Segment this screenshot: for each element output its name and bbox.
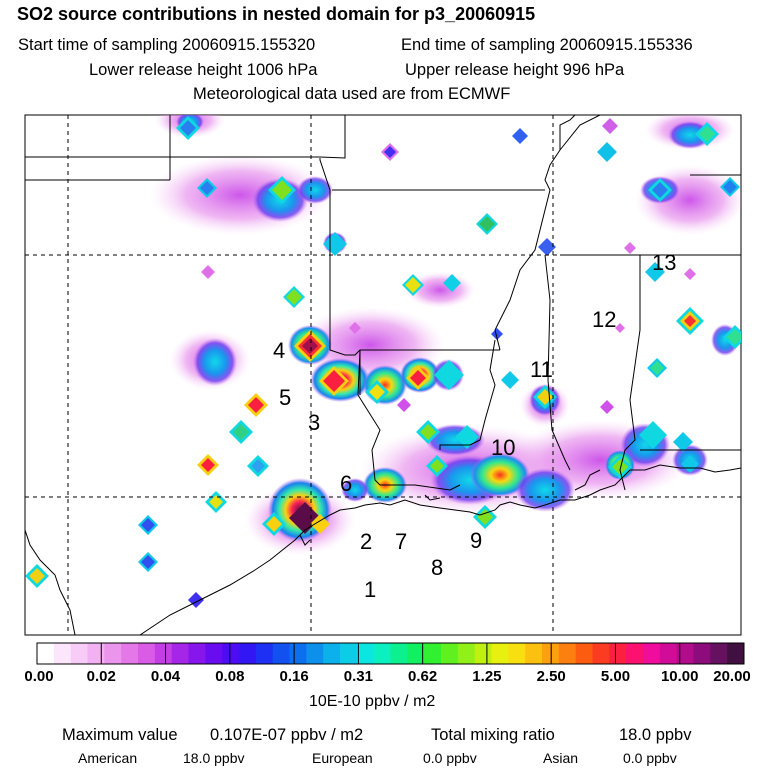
max-value-label: Maximum value xyxy=(62,726,178,744)
colorbar-swatch xyxy=(340,643,358,664)
source-label-6: 6 xyxy=(340,471,352,496)
source-label-7: 7 xyxy=(395,529,407,554)
colorbar-tick-label: 0.08 xyxy=(215,668,245,685)
colorbar-tick-label: 0.62 xyxy=(408,668,438,685)
source-labels: 1 2 3 4 5 6 7 8 9 10 11 12 13 xyxy=(273,250,676,602)
colorbar-swatch xyxy=(53,643,72,664)
colorbar-swatch xyxy=(710,643,728,664)
colorbar-swatch xyxy=(727,643,745,664)
colorbar-swatch xyxy=(676,643,694,664)
colorbar-tick-label: 0.02 xyxy=(86,668,116,685)
colorbar-swatch xyxy=(255,643,274,664)
start-time-text: Start time of sampling 20060915.155320 xyxy=(18,36,316,54)
colorbar-tick-label: 0.16 xyxy=(279,668,309,685)
colorbar-swatch xyxy=(575,643,593,664)
colorbar-swatch xyxy=(609,643,627,664)
colorbar-swatch xyxy=(441,643,459,664)
colorbar-swatch xyxy=(289,643,307,664)
american-label: American xyxy=(78,750,138,766)
colorbar-swatch xyxy=(70,643,88,664)
colorbar-swatch xyxy=(474,643,492,664)
colorbar-swatch xyxy=(626,643,644,664)
colorbar-swatch xyxy=(373,643,391,664)
colorbar-swatch xyxy=(104,643,122,664)
colorbar-swatch xyxy=(407,643,425,664)
colorbar-swatch xyxy=(188,643,206,664)
source-label-12: 12 xyxy=(592,307,616,332)
map-title: SO2 source contributions in nested domai… xyxy=(17,4,536,24)
source-label-10: 10 xyxy=(491,435,515,460)
point-sources xyxy=(25,116,741,608)
source-label-5: 5 xyxy=(279,385,291,410)
colorbar-swatch xyxy=(138,643,156,664)
colorbar-swatch xyxy=(457,643,476,664)
colorbar-swatch xyxy=(121,643,139,664)
total-mixing-value: 18.0 ppbv xyxy=(619,726,692,744)
colorbar-swatch xyxy=(508,643,526,664)
max-value: 0.107E-07 ppbv / m2 xyxy=(210,726,364,744)
colorbar-tick-label: 20.00 xyxy=(713,668,751,685)
met-data-text: Meteorological data used are from ECMWF xyxy=(193,85,511,103)
asian-value: 0.0 ppbv xyxy=(623,750,677,766)
end-time-text: End time of sampling 20060915.155336 xyxy=(401,36,693,54)
colorbar-swatch xyxy=(171,643,189,664)
source-label-4: 4 xyxy=(273,338,285,363)
colorbar-swatch xyxy=(592,643,610,664)
colorbar-swatch xyxy=(390,643,408,664)
american-value: 18.0 ppbv xyxy=(183,750,245,766)
colorbar-tick-label: 2.50 xyxy=(536,668,566,685)
colorbar-swatch xyxy=(87,643,105,664)
colorbar-tick-label: 0.31 xyxy=(343,668,373,685)
colorbar-outline xyxy=(36,642,745,665)
colorbar-swatch xyxy=(643,643,661,664)
source-label-2: 2 xyxy=(360,529,372,554)
asian-label: Asian xyxy=(543,750,579,766)
source-label-13: 13 xyxy=(652,250,676,275)
colorbar-swatch xyxy=(37,643,55,664)
source-label-9: 9 xyxy=(470,528,482,553)
total-mixing-label: Total mixing ratio xyxy=(431,726,555,744)
colorbar-swatch xyxy=(525,643,543,664)
colorbar-swatch xyxy=(222,643,240,664)
source-label-11: 11 xyxy=(530,357,553,382)
european-value: 0.0 ppbv xyxy=(423,750,477,766)
colorbar-swatch xyxy=(659,643,678,664)
upper-release-text: Upper release height 996 hPa xyxy=(405,61,625,79)
source-label-3: 3 xyxy=(308,410,320,435)
colorbar-swatch xyxy=(693,643,711,664)
colorbar-tick-label: 1.25 xyxy=(472,668,502,685)
colorbar-swatch xyxy=(205,643,223,664)
colorbar-unit: 10E-10 ppbv / m2 xyxy=(309,693,436,710)
colorbar-tick-label: 5.00 xyxy=(600,668,631,685)
coastline xyxy=(25,464,741,635)
european-label: European xyxy=(312,750,373,766)
latlon-grid xyxy=(25,115,741,635)
colorbar xyxy=(36,642,745,665)
colorbar-swatch xyxy=(558,643,577,664)
colorbar-tick-label: 0.00 xyxy=(24,668,54,685)
colorbar-swatch xyxy=(491,643,509,664)
colorbar-swatch xyxy=(272,643,290,664)
colorbar-tick-label: 0.04 xyxy=(150,668,181,685)
colorbar-swatch xyxy=(306,643,324,664)
colorbar-swatch xyxy=(239,643,257,664)
colorbar-swatch xyxy=(323,643,341,664)
source-label-8: 8 xyxy=(431,555,443,580)
colorbar-swatch xyxy=(154,643,173,664)
colorbar-tick-label: 10.00 xyxy=(660,668,699,685)
colorbar-swatch xyxy=(542,643,560,664)
lower-release-text: Lower release height 1006 hPa xyxy=(89,61,318,79)
source-label-1: 1 xyxy=(364,577,376,602)
colorbar-swatch xyxy=(424,643,442,664)
colorbar-swatch xyxy=(356,643,375,664)
